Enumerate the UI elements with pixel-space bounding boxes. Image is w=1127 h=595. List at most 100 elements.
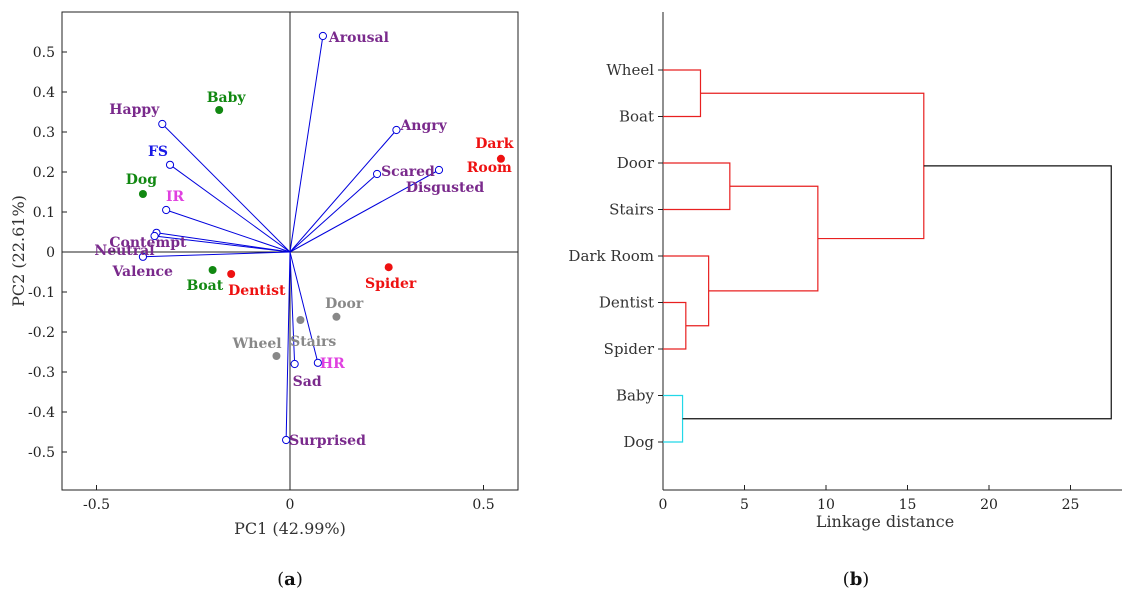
loading-marker-sad xyxy=(290,359,299,369)
loading-marker-arousal xyxy=(318,31,327,41)
score-point-wheel xyxy=(272,352,281,360)
pca-y-tick-label: 0.5 xyxy=(33,45,55,61)
dendrogram-x-tick-label: 0 xyxy=(659,497,668,513)
loading-vector-contempt xyxy=(156,232,291,253)
loading-label-neutral: Neutral xyxy=(94,243,154,259)
loading-marker-hr xyxy=(313,358,322,367)
loading-vector-arousal xyxy=(289,35,324,253)
loading-label-ir: IR xyxy=(166,189,185,205)
dendrogram-leaf-label-dentist: Dentist xyxy=(599,294,654,312)
score-label-spider: Spider xyxy=(365,276,417,292)
dendrogram-link-baby-dog xyxy=(663,394,684,443)
loading-vector-disgusted xyxy=(289,169,440,253)
dendrogram-link-dentist-spider xyxy=(663,301,687,350)
pca-y-axis-label: PC2 (22.61%) xyxy=(9,195,28,307)
loading-vector-valence xyxy=(142,251,291,258)
loading-label-happy: Happy xyxy=(109,102,160,118)
score-point-dark-room xyxy=(496,154,505,163)
loading-vector-hr xyxy=(289,251,319,363)
dendrogram-leaf-label-dark-room: Dark Room xyxy=(568,247,654,265)
score-point-boat xyxy=(208,266,217,274)
loading-vector-angry xyxy=(289,129,397,253)
dendrogram-link-door-to-spider xyxy=(708,185,819,292)
dendrogram-x-axis-label: Linkage distance xyxy=(816,512,954,531)
pca-y-tick-label: -0.2 xyxy=(28,325,55,341)
score-label-baby: Baby xyxy=(207,90,247,106)
score-point-stairs xyxy=(296,316,305,324)
loading-vector-sad xyxy=(289,251,296,365)
dendrogram-link-door-stairs xyxy=(663,162,731,211)
dendrogram-leaf-label-baby: Baby xyxy=(616,387,655,405)
loading-label-disgusted: Disgusted xyxy=(406,180,485,196)
loading-vector-ir xyxy=(165,209,291,253)
loading-label-arousal: Arousal xyxy=(328,30,389,46)
dendrogram-leaf-label-spider: Spider xyxy=(604,340,655,358)
loading-marker-fs xyxy=(165,160,175,169)
score-label-boat: Boat xyxy=(187,278,224,294)
dendrogram-link-root xyxy=(682,165,1112,420)
dendrogram-x-tick-label: 15 xyxy=(899,497,917,513)
dendrogram-x-tick-label: 10 xyxy=(817,497,835,513)
dendrogram-leaf-label-boat: Boat xyxy=(619,108,654,126)
loading-label-angry: Angry xyxy=(399,118,447,134)
dendrogram-x-tick-label: 5 xyxy=(740,497,749,513)
score-label-dog: Dog xyxy=(126,172,157,188)
score-point-dentist xyxy=(227,270,236,278)
dendrogram-leaf-label-dog: Dog xyxy=(623,433,654,451)
loading-vector-neutral xyxy=(154,235,291,253)
dendrogram-leaf-label-stairs: Stairs xyxy=(609,201,654,219)
loading-marker-neutral xyxy=(150,231,159,241)
loading-label-scared: Scared xyxy=(381,164,435,180)
loading-marker-scared xyxy=(372,169,382,179)
loading-vector-scared xyxy=(289,173,378,253)
dendrogram-x-tick-label: 25 xyxy=(1062,497,1080,513)
loading-marker-angry xyxy=(392,125,401,135)
dendrogram-leaf-labels: Wheel Boat Door Stairs Dark Room Dentist Spide… xyxy=(568,61,663,451)
pca-score-labels: Baby Dog Boat Dentist Spider Dark Room Door Stai… xyxy=(126,90,514,352)
pca-x-tick-label: 0 xyxy=(286,497,295,513)
loading-vector-fs xyxy=(169,164,291,253)
pca-score-points xyxy=(138,106,505,360)
pca-y-tick-label: 0.2 xyxy=(33,165,55,181)
loading-vector-surprised xyxy=(285,251,291,441)
score-label-room: Room xyxy=(467,160,512,176)
pca-y-tick-label: 0.3 xyxy=(33,125,55,141)
pca-y-tick-label: -0.5 xyxy=(28,445,55,461)
score-label-stairs: Stairs xyxy=(290,334,336,350)
loading-label-contempt: Contempt xyxy=(109,235,187,251)
pca-x-tick-label: 0.5 xyxy=(472,497,494,513)
pca-x-axis-label: PC1 (42.99%) xyxy=(234,519,346,538)
score-point-baby xyxy=(215,106,224,114)
pca-x-tick-label: -0.5 xyxy=(83,497,110,513)
panel-b-letter: b xyxy=(850,569,863,590)
score-label-dark: Dark xyxy=(475,136,514,152)
score-label-wheel: Wheel xyxy=(232,336,282,352)
score-point-dog xyxy=(138,190,147,198)
loading-marker-ir xyxy=(162,205,171,215)
dendrogram-link-wheel-boat xyxy=(663,69,702,118)
dendrogram-leaf-label-wheel: Wheel xyxy=(606,61,654,79)
panel-b-caption: (b) xyxy=(843,569,870,590)
loading-marker-surprised xyxy=(282,435,291,445)
panel-a-caption: (a) xyxy=(277,569,303,590)
loading-label-valence: Valence xyxy=(111,264,173,280)
loading-marker-valence xyxy=(138,252,148,261)
loading-label-surprised: Surprised xyxy=(289,433,366,449)
score-point-spider xyxy=(384,263,393,272)
dendrogram-link-wheel-to-spider xyxy=(700,92,925,240)
dendrogram-x-tick-label: 20 xyxy=(980,497,998,513)
loading-label-fs: FS xyxy=(148,144,168,160)
score-label-door: Door xyxy=(325,296,364,312)
loading-vector-happy xyxy=(161,123,291,253)
pca-y-tick-label: -0.4 xyxy=(28,405,55,421)
pca-ticks: -0.5 0 0.5 0.5 0.4 0.3 0.2 0.1 0 -0.1 -0.2 -0.3 -0.4… xyxy=(28,45,495,513)
score-label-dentist: Dentist xyxy=(228,283,286,299)
pca-y-tick-label: 0 xyxy=(46,245,55,261)
dendrogram-leaf-label-door: Door xyxy=(617,154,655,172)
dendrogram-links xyxy=(663,69,1112,443)
loading-label-sad: Sad xyxy=(293,374,322,390)
score-point-door xyxy=(332,312,341,321)
panel-a-letter: a xyxy=(284,569,296,590)
